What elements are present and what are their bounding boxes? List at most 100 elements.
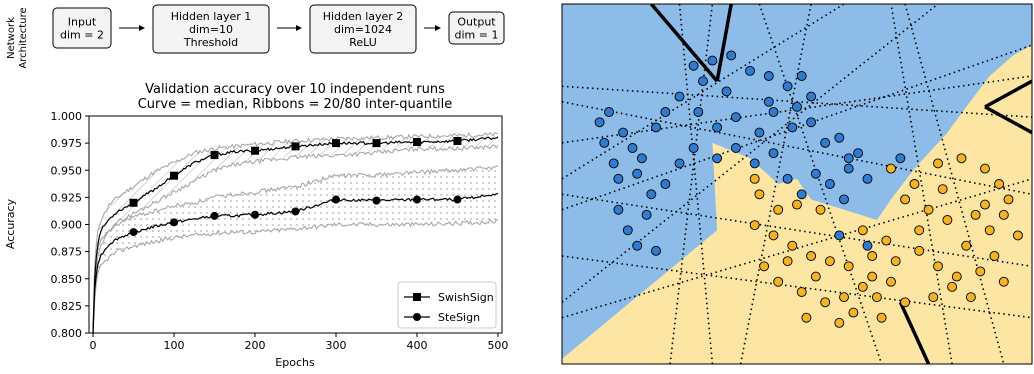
hidden-unit-line: [562, 178, 1032, 319]
architecture-box: [309, 4, 417, 54]
point-class-0: [763, 96, 774, 107]
architecture-box: [448, 11, 505, 45]
point-class-0: [651, 245, 661, 256]
hidden-unit-lines: [562, 4, 1032, 364]
architecture-box: [152, 4, 270, 54]
upper-quantile-line: [92, 131, 499, 333]
point-class-0: [834, 132, 845, 143]
hidden-unit-line: [562, 75, 1032, 144]
point-class-1: [933, 261, 943, 272]
arrow-head: [296, 25, 302, 31]
point-class-1: [810, 271, 821, 282]
point-class-0: [843, 163, 854, 174]
point-class-1: [848, 307, 859, 318]
point-class-1: [900, 194, 911, 205]
point-class-0: [834, 230, 845, 241]
marker-circle: [210, 211, 219, 220]
architecture-side-label-line1: Network: [6, 17, 17, 59]
point-class-1: [998, 276, 1009, 287]
hidden-unit-line: [562, 255, 1032, 319]
legend-marker-square: [413, 293, 421, 301]
hidden-unit-line: [678, 4, 714, 364]
point-class-1: [871, 292, 882, 303]
point-class-1: [984, 225, 995, 236]
marker-circle: [372, 196, 381, 205]
arrow-head: [435, 25, 441, 31]
arrow-head: [139, 25, 145, 31]
y-tick-label: 0.950: [51, 164, 83, 177]
point-class-1: [928, 292, 939, 303]
point-class-1: [998, 209, 1009, 220]
hidden-unit-line: [562, 193, 1032, 268]
data-points: [594, 50, 1023, 328]
decision-boundary-plot: [561, 3, 1033, 365]
point-class-0: [768, 148, 779, 159]
point-class-0: [608, 158, 619, 169]
point-class-0: [824, 179, 835, 189]
point-class-1: [796, 287, 807, 297]
point-class-1: [843, 261, 854, 272]
y-axis-ticks: 0.800 0.825 0.850 0.875 0.900 0.925 0.950 0.975…: [51, 110, 89, 340]
point-class-0: [613, 204, 624, 215]
y-tick-label: 0.925: [51, 191, 83, 204]
point-class-0: [618, 127, 629, 138]
solid-boundary-line: [984, 105, 1032, 135]
accuracy-chart: Validation accuracy over 10 independent …: [4, 82, 508, 369]
point-class-1: [881, 235, 892, 246]
point-class-1: [961, 240, 972, 251]
architecture-box-label: Hidden layer 1: [171, 10, 252, 23]
architecture-box: [52, 7, 112, 49]
point-class-0: [895, 153, 906, 164]
point-class-1: [914, 225, 925, 236]
point-class-1: [914, 245, 925, 256]
point-class-1: [773, 276, 784, 287]
point-class-1: [801, 312, 812, 323]
point-class-0: [726, 50, 737, 61]
architecture-box-label: dim=1024: [334, 23, 392, 36]
point-class-1: [975, 266, 986, 277]
point-class-0: [721, 86, 732, 97]
point-class-0: [641, 209, 652, 220]
x-tick-label: 300: [325, 339, 346, 352]
x-tick-label: 400: [406, 339, 427, 352]
point-class-1: [900, 297, 911, 308]
point-class-0: [862, 173, 873, 184]
point-class-0: [712, 153, 723, 164]
point-class-0: [787, 122, 798, 133]
point-class-0: [660, 107, 671, 117]
marker-square: [412, 138, 421, 147]
point-class-0: [660, 179, 671, 189]
point-class-1: [933, 158, 943, 169]
point-class-0: [594, 117, 605, 128]
point-class-1: [824, 256, 835, 267]
point-class-1: [876, 312, 887, 323]
point-class-0: [730, 112, 741, 123]
marker-circle: [170, 218, 179, 227]
point-class-1: [980, 163, 990, 174]
point-class-0: [646, 189, 657, 200]
point-class-1: [947, 281, 958, 292]
x-tick-label: 100: [164, 339, 185, 352]
x-tick-label: 200: [245, 339, 266, 352]
ribbons: [92, 131, 499, 333]
point-class-1: [749, 220, 760, 231]
point-class-1: [937, 184, 948, 195]
point-class-1: [749, 173, 760, 184]
point-class-0: [674, 91, 685, 102]
hidden-unit-line: [562, 4, 845, 180]
point-class-0: [604, 107, 614, 117]
architecture-box-label: ReLU: [349, 36, 377, 49]
y-axis-label: Accuracy: [4, 198, 17, 249]
series-markers: [129, 136, 462, 237]
point-class-0: [782, 173, 793, 184]
solid-boundary-line: [715, 4, 733, 82]
point-class-1: [956, 153, 967, 164]
point-class-1: [782, 256, 793, 267]
hidden-unit-line: [739, 4, 812, 364]
y-tick-label: 0.900: [51, 219, 83, 232]
point-class-1: [754, 189, 765, 200]
point-class-1: [980, 199, 990, 210]
marker-square: [210, 151, 219, 160]
point-class-0: [712, 122, 723, 133]
